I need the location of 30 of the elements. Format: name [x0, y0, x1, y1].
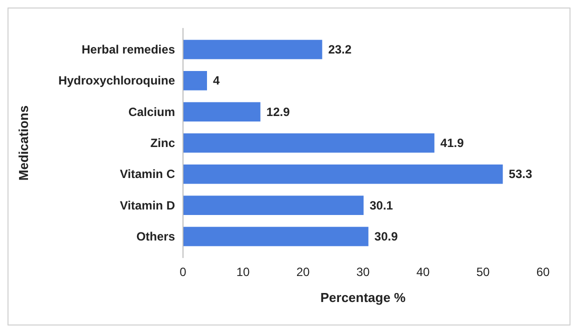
bar [183, 71, 207, 90]
data-label: 41.9 [440, 136, 464, 150]
y-axis-title: Medications [16, 105, 31, 181]
bar [183, 133, 434, 153]
y-tick-label: Zinc [150, 136, 176, 150]
y-tick-label: Vitamin D [120, 198, 176, 212]
bar [183, 196, 364, 215]
data-label: 23.2 [328, 42, 352, 57]
y-tick-label: Others [136, 229, 176, 244]
y-tick-label: Vitamin C [120, 167, 176, 182]
data-label: 30.9 [374, 229, 398, 244]
x-axis-title: Percentage % [320, 290, 406, 305]
y-tick-label: Herbal remedies [82, 42, 176, 57]
y-tick-label: Calcium [128, 104, 175, 119]
data-label: 4 [213, 74, 220, 88]
x-tick-label: 20 [296, 265, 310, 279]
x-tick-label: 30 [356, 265, 370, 279]
data-label: 53.3 [508, 167, 532, 182]
bar [183, 226, 368, 246]
x-tick-label: 50 [476, 265, 490, 279]
x-tick-label: 60 [536, 265, 550, 279]
data-label: 12.9 [266, 104, 290, 119]
x-tick-label: 0 [180, 265, 187, 279]
bar [183, 164, 503, 184]
x-tick-label: 10 [236, 265, 250, 279]
bar [183, 102, 260, 122]
y-tick-label: Hydroxychloroquine [58, 74, 176, 88]
data-label: 30.1 [370, 198, 394, 212]
x-tick-label: 40 [416, 265, 430, 279]
bar [183, 40, 322, 60]
